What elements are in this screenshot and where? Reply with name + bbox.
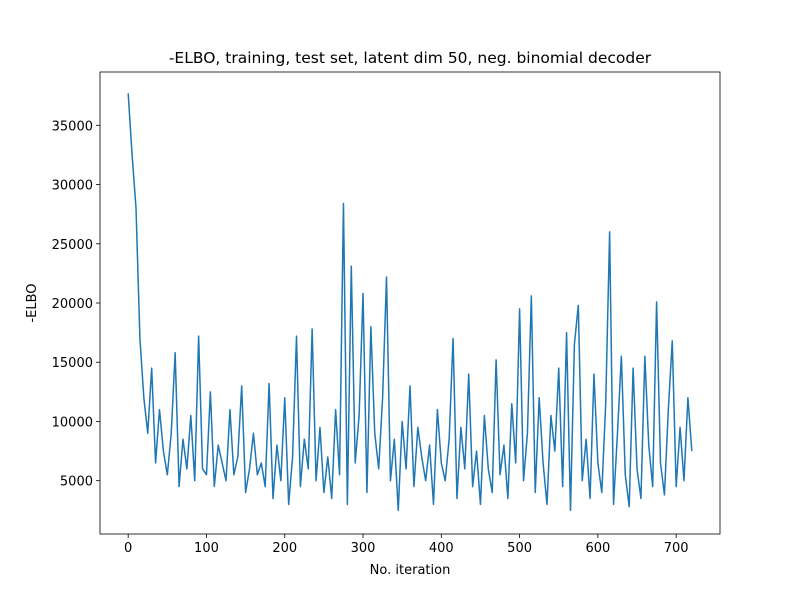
x-axis-label: No. iteration <box>370 563 451 578</box>
y-tick-label: 20000 <box>52 297 93 312</box>
y-tick-label: 30000 <box>52 179 93 194</box>
y-tick-label: 5000 <box>60 475 93 490</box>
x-tick-label: 200 <box>272 541 297 556</box>
plot-frame <box>99 71 721 535</box>
y-tick-label: 25000 <box>52 238 93 253</box>
x-tick-label: 600 <box>585 541 610 556</box>
y-tick-label: 35000 <box>52 119 93 134</box>
x-tick-label: 400 <box>429 541 454 556</box>
data-line <box>127 93 693 512</box>
y-tick-label: 10000 <box>52 415 93 430</box>
x-tick-label: 500 <box>507 541 532 556</box>
chart-title: -ELBO, training, test set, latent dim 50… <box>169 49 652 67</box>
x-tick-label: 700 <box>664 541 689 556</box>
x-tick-label: 0 <box>124 541 132 556</box>
x-tick-label: 300 <box>351 541 376 556</box>
x-tick-label: 100 <box>194 541 219 556</box>
y-axis-label: -ELBO <box>25 283 40 322</box>
y-tick-label: 15000 <box>52 356 93 371</box>
